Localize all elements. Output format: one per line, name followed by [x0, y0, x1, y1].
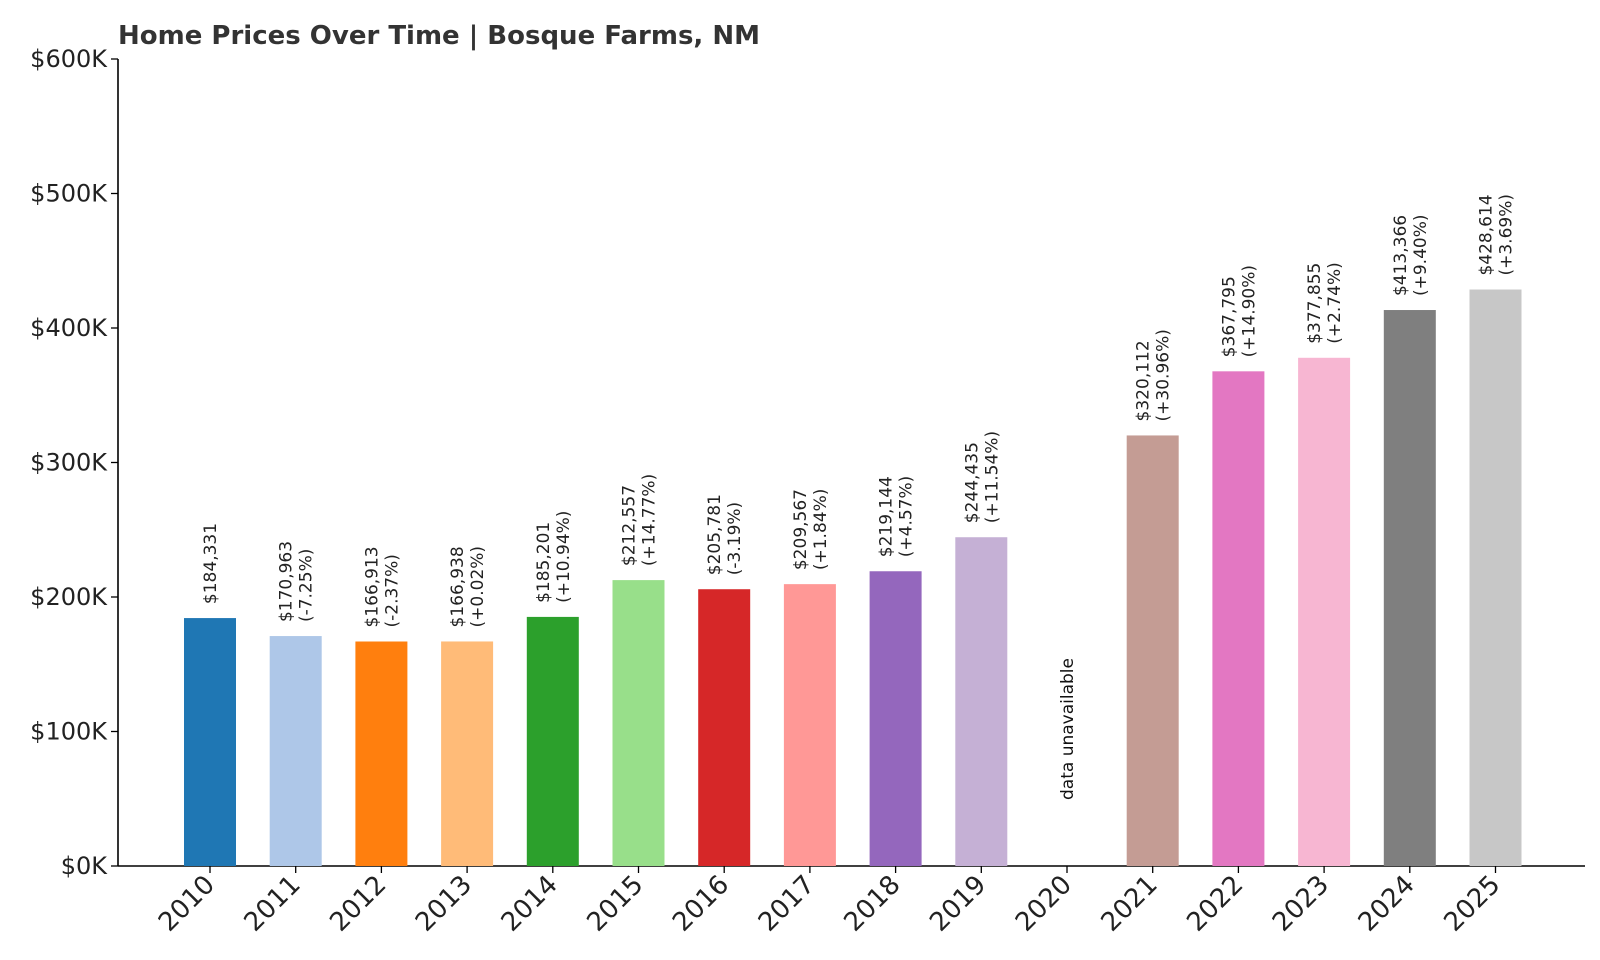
value-label-2021: $320,112 (+30.96%): [1134, 329, 1174, 421]
price-label: $219,144: [877, 476, 897, 557]
y-tick-label: $100K: [30, 718, 108, 746]
x-tick-label: 2019: [924, 870, 992, 938]
change-label: (+2.74%): [1325, 262, 1345, 344]
change-label: (+11.54%): [982, 431, 1002, 523]
bar-2011: [269, 636, 322, 866]
bar-2016: [698, 589, 751, 866]
change-label: (+9.40%): [1411, 215, 1431, 297]
bar-2021: [1126, 435, 1179, 866]
x-tick-label: 2012: [324, 870, 392, 938]
bar-2025: [1469, 289, 1522, 866]
bar-2015: [612, 580, 665, 866]
x-tick-label: 2011: [239, 870, 307, 938]
price-label: $320,112: [1134, 340, 1154, 421]
bar-2017: [783, 584, 836, 866]
value-label-2019: $244,435 (+11.54%): [962, 431, 1002, 523]
bar-2024: [1383, 310, 1436, 867]
value-label-2011: $170,963 (-7.25%): [277, 541, 317, 622]
x-tick-label: 2025: [1438, 870, 1506, 938]
x-tick-label: 2016: [667, 870, 735, 938]
x-tick-label: 2022: [1181, 870, 1249, 938]
value-label-2010: $184,331: [201, 523, 221, 604]
change-label: (+1.84%): [811, 489, 831, 571]
value-label-2013: $166,938 (+0.02%): [448, 546, 488, 628]
bar-2023: [1298, 357, 1351, 866]
change-label: (-7.25%): [297, 549, 317, 622]
price-label: $367,795: [1219, 276, 1239, 357]
price-label: $212,557: [620, 485, 640, 566]
change-label: (+0.02%): [468, 546, 488, 628]
y-tick-label: $300K: [30, 449, 108, 477]
x-tick-label: 2017: [753, 870, 821, 938]
value-label-2025: $428,614 (+3.69%): [1477, 194, 1517, 276]
y-axis: $0K $100K $200K $300K $400K $500K $600K: [30, 45, 119, 880]
change-label: (+14.90%): [1239, 265, 1259, 357]
value-label-2023: $377,855 (+2.74%): [1305, 262, 1345, 344]
x-tick-label: 2014: [496, 870, 564, 938]
y-tick-label: $600K: [30, 45, 108, 73]
value-labels-group: $184,331 $170,963 (-7.25%) $166,913 (-2.37%)…: [201, 194, 1517, 800]
bar-2022: [1212, 371, 1265, 866]
bar-2010: [184, 618, 236, 866]
change-label: (+14.77%): [640, 474, 660, 566]
price-label: $166,938: [448, 546, 468, 627]
change-label: (+3.69%): [1497, 194, 1517, 276]
x-tick-label: 2020: [1010, 870, 1078, 938]
x-tick-label: 2023: [1267, 870, 1335, 938]
price-label: $185,201: [534, 522, 554, 603]
bar-2013: [441, 641, 494, 866]
value-label-2017: $209,567 (+1.84%): [791, 489, 831, 571]
data-unavailable-label: data unavailable: [1058, 658, 1078, 800]
change-label: (+10.94%): [554, 511, 574, 603]
y-tick-label: $500K: [30, 180, 108, 208]
bar-2019: [955, 537, 1008, 866]
price-label: $184,331: [201, 523, 221, 604]
value-label-2016: $205,781 (-3.19%): [705, 494, 745, 575]
price-label: $244,435: [962, 442, 982, 523]
x-tick-label: 2013: [410, 870, 478, 938]
y-tick-label: $400K: [30, 314, 108, 342]
x-tick-label: 2024: [1353, 870, 1421, 938]
value-label-2014: $185,201 (+10.94%): [534, 511, 574, 603]
value-label-2012: $166,913 (-2.37%): [362, 546, 402, 627]
price-label: $377,855: [1305, 263, 1325, 344]
bar-2012: [355, 641, 408, 866]
change-label: (+30.96%): [1154, 329, 1174, 421]
x-tick-label: 2015: [581, 870, 649, 938]
x-tick-label: 2021: [1096, 870, 1164, 938]
change-label: (-2.37%): [382, 554, 402, 627]
x-tick-label: 2018: [839, 870, 907, 938]
value-label-2024: $413,366 (+9.40%): [1391, 215, 1431, 297]
price-label: $166,913: [362, 546, 382, 627]
bar-2018: [869, 571, 922, 866]
price-label: $413,366: [1391, 215, 1411, 296]
change-label: (+4.57%): [897, 476, 917, 558]
price-label: $209,567: [791, 489, 811, 570]
price-label: $205,781: [705, 494, 725, 575]
chart-title: Home Prices Over Time | Bosque Farms, NM: [118, 21, 760, 51]
price-label: $428,614: [1477, 194, 1497, 275]
y-tick-label: $0K: [61, 852, 109, 880]
bar-2014: [526, 616, 579, 866]
change-label: (-3.19%): [725, 502, 745, 575]
x-axis: 2010 2011 2012 2013 2014 2015 2016 2017 2018 2019…: [118, 865, 1585, 938]
x-tick-label: 2010: [153, 870, 221, 938]
value-label-2018: $219,144 (+4.57%): [877, 476, 917, 558]
unavailable-label-2020: data unavailable: [1058, 658, 1078, 800]
value-label-2015: $212,557 (+14.77%): [620, 474, 660, 566]
y-tick-label: $200K: [30, 583, 108, 611]
value-label-2022: $367,795 (+14.90%): [1219, 265, 1259, 357]
price-label: $170,963: [277, 541, 297, 622]
bars-group: [184, 289, 1522, 867]
